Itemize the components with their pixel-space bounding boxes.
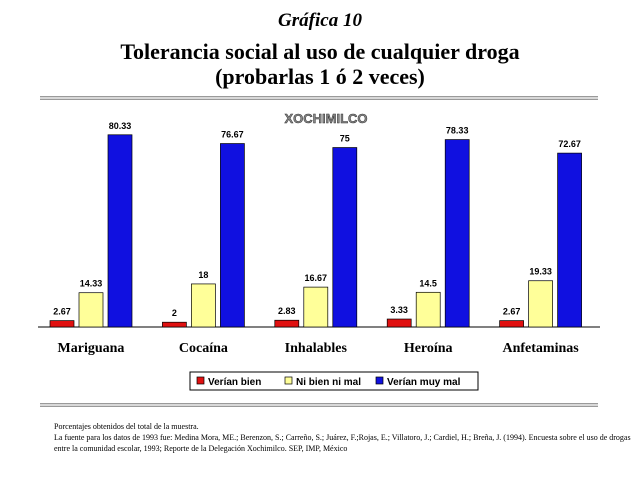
value-label-2-4: 14.5 (419, 278, 437, 288)
footnote-source-note: La fuente para los datos de 1993 fue: Me… (54, 433, 631, 453)
chart-title-line-2: (probarlas 1 ó 2 veces) (215, 64, 425, 89)
category-label-1: Mariguana (58, 341, 125, 356)
value-label-3-5: 72.67 (558, 139, 581, 149)
legend-swatch-1 (196, 376, 205, 385)
legend-label-1: Verían bien (208, 377, 261, 388)
value-label-2-2: 18 (198, 270, 208, 280)
bar-3-1 (107, 134, 133, 328)
value-label-2-5: 19.33 (529, 267, 552, 277)
value-label-1-4: 3.33 (390, 305, 408, 315)
bar-1-2 (162, 321, 187, 328)
value-label-3-3: 75 (340, 134, 350, 144)
value-label-3-4: 78.33 (446, 126, 469, 136)
bar-2-5 (528, 280, 553, 328)
bar-2-2 (191, 283, 216, 328)
legend-swatch-2 (284, 376, 293, 385)
bar-2-1 (78, 292, 104, 328)
legend-swatch-3 (375, 376, 384, 385)
bar-1-3 (274, 319, 300, 328)
value-label-1-3: 2.83 (278, 306, 296, 316)
bar-2-3 (303, 286, 329, 328)
legend-label-2: Ni bien ni mal (296, 377, 361, 388)
category-label-2: Cocaína (179, 341, 228, 356)
category-label-5: Anfetaminas (502, 341, 579, 356)
value-label-2-1: 14.33 (80, 279, 103, 289)
category-label-4: Heroína (404, 341, 453, 356)
value-label-2-3: 16.67 (305, 273, 328, 283)
top-divider (40, 96, 598, 100)
footnote-sample-note: Porcentajes obtenidos del total de la mu… (54, 422, 199, 431)
value-label-1-5: 2.67 (503, 307, 521, 317)
chart-title-line-1: Tolerancia social al uso de cualquier dr… (120, 39, 520, 64)
bar-1-5 (499, 320, 524, 328)
value-label-3-2: 76.67 (221, 130, 244, 140)
value-label-1-2: 2 (172, 308, 177, 318)
figure-number: Gráfica 10 (278, 10, 362, 31)
bar-3-4 (444, 139, 470, 328)
bar-3-5 (557, 152, 582, 328)
bottom-divider (40, 403, 598, 407)
category-label-3: Inhalables (285, 341, 348, 356)
legend-label-3: Verían muy mal (387, 377, 461, 388)
bar-1-1 (49, 320, 75, 328)
legend-box (189, 371, 479, 391)
bar-3-2 (220, 143, 245, 328)
bar-1-4 (386, 318, 412, 328)
chart-subtitle: XOCHIMILCO (284, 111, 367, 126)
bar-3-3 (332, 147, 358, 328)
value-label-1-1: 2.67 (53, 307, 71, 317)
bar-2-4 (415, 291, 441, 328)
value-label-3-1: 80.33 (109, 121, 132, 131)
